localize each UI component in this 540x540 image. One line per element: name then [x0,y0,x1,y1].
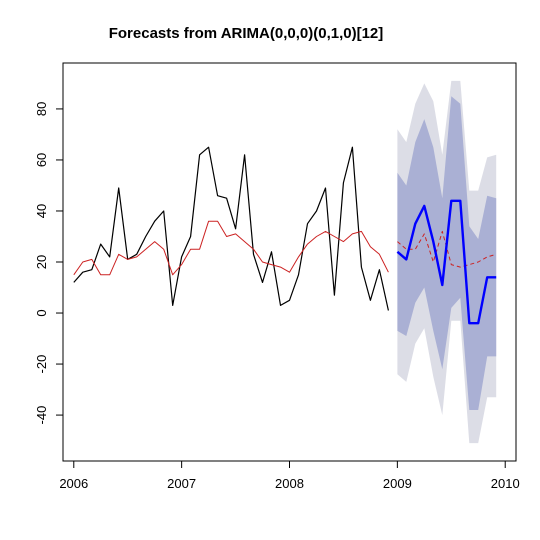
series-forecast-dashed-line [397,230,497,268]
y-axis: -40 -20 0 20 40 60 80 [34,102,64,425]
x-tick-label: 2009 [383,476,412,491]
series-lines [73,146,497,325]
x-tick-label: 2006 [59,476,88,491]
y-tick-label: -20 [34,355,49,374]
series-fitted-line [73,220,389,276]
series-forecast-mean-line [396,199,497,325]
y-tick-label: 40 [34,204,49,218]
x-tick-label: 2008 [275,476,304,491]
y-tick-label: 60 [34,153,49,167]
x-tick-label: 2010 [491,476,520,491]
chart-title: Forecasts from ARIMA(0,0,0)(0,1,0)[12] [109,25,384,42]
y-tick-label: 20 [34,255,49,269]
y-tick-label: -40 [34,406,49,425]
y-tick-label: 80 [34,102,49,116]
series-actual-line [73,146,389,311]
x-axis: 2006 2007 2008 2009 2010 [59,460,520,491]
y-tick-label: 0 [34,309,49,316]
x-tick-label: 2007 [167,476,196,491]
